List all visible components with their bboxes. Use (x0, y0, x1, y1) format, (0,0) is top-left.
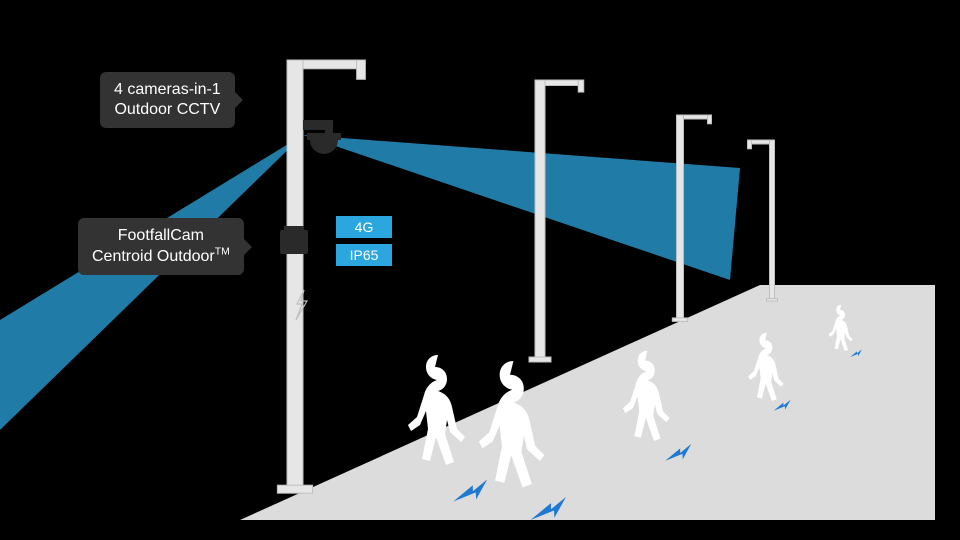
callout-centroid-line1: FootfallCam (118, 227, 204, 244)
callout-centroid: FootfallCam Centroid OutdoorTM (78, 218, 244, 275)
callout-cctv: 4 cameras-in-1 Outdoor CCTV (100, 72, 235, 128)
badge-4g: 4G (336, 216, 392, 238)
light-pole (277, 60, 365, 493)
cctv-dome-icon (310, 140, 338, 154)
callout-cctv-line2: Outdoor CCTV (114, 101, 220, 118)
ground-plane (240, 285, 935, 520)
camera-beam-0 (0, 135, 303, 430)
diagram-stage: 4 cameras-in-1 Outdoor CCTV FootfallCam … (0, 0, 960, 540)
centroid-device-icon (280, 230, 308, 254)
callout-cctv-line1: 4 cameras-in-1 (114, 81, 221, 98)
callout-centroid-line2: Centroid OutdoorTM (92, 248, 230, 265)
badge-ip65: IP65 (336, 244, 392, 266)
light-pole (748, 140, 778, 301)
